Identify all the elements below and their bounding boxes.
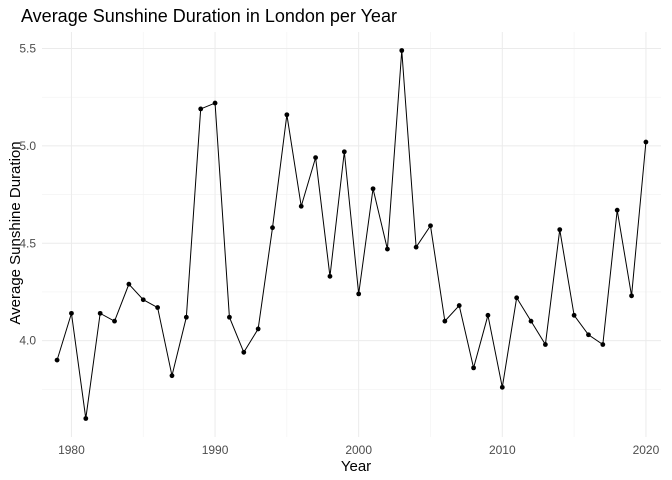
data-point bbox=[241, 349, 247, 355]
data-point bbox=[183, 314, 189, 320]
data-point bbox=[212, 100, 218, 106]
x-tick-label: 1990 bbox=[202, 443, 229, 457]
data-point bbox=[155, 305, 161, 310]
data-point bbox=[97, 310, 103, 316]
data-point bbox=[298, 203, 304, 209]
data-point bbox=[643, 139, 649, 145]
x-tick-label: 2020 bbox=[633, 443, 660, 457]
x-tick-label: 2010 bbox=[489, 443, 516, 457]
x-axis-ticks: 1980 1990 2000 2010 2020 bbox=[58, 443, 659, 457]
x-tick-label: 2000 bbox=[345, 443, 372, 457]
data-point bbox=[313, 155, 318, 160]
data-point bbox=[528, 318, 534, 324]
data-point bbox=[399, 48, 405, 53]
data-point bbox=[600, 342, 606, 347]
data-point bbox=[112, 318, 117, 324]
data-point bbox=[413, 244, 419, 250]
x-axis-title: Year bbox=[341, 458, 371, 475]
y-tick-label: 4.5 bbox=[19, 236, 36, 250]
y-tick-label: 5.5 bbox=[19, 42, 36, 56]
data-point bbox=[485, 312, 491, 318]
data-point bbox=[126, 281, 132, 287]
data-point bbox=[284, 112, 290, 118]
y-axis-title: Average Sunshine Duration bbox=[7, 141, 24, 324]
data-points bbox=[54, 48, 649, 421]
data-point bbox=[614, 207, 620, 213]
data-point bbox=[140, 297, 146, 303]
data-point bbox=[542, 342, 548, 347]
x-tick-label: 1980 bbox=[58, 443, 85, 457]
data-point bbox=[169, 373, 175, 379]
data-point bbox=[442, 318, 448, 324]
data-point bbox=[83, 416, 89, 421]
data-point bbox=[456, 303, 462, 308]
data-point bbox=[385, 246, 390, 252]
y-tick-label: 5.0 bbox=[19, 139, 36, 153]
data-point bbox=[327, 273, 333, 279]
data-point bbox=[629, 293, 634, 299]
chart-title: Average Sunshine Duration in London per … bbox=[21, 6, 397, 26]
y-tick-label: 4.0 bbox=[19, 334, 36, 348]
data-point bbox=[356, 291, 362, 297]
data-point bbox=[69, 310, 74, 316]
data-point bbox=[370, 186, 376, 192]
data-point bbox=[227, 314, 232, 320]
y-axis-ticks: 4.0 4.5 5.0 5.5 bbox=[19, 42, 36, 348]
series-line bbox=[56, 50, 647, 419]
data-point bbox=[586, 332, 591, 338]
data-point bbox=[198, 106, 204, 112]
data-point bbox=[54, 357, 60, 363]
data-point bbox=[514, 295, 520, 301]
data-point bbox=[571, 312, 577, 318]
data-point bbox=[341, 149, 347, 155]
data-point bbox=[557, 227, 563, 233]
data-point bbox=[270, 225, 275, 231]
data-point bbox=[255, 326, 261, 332]
data-point bbox=[471, 365, 476, 371]
grid bbox=[42, 32, 661, 437]
data-point bbox=[428, 223, 433, 229]
data-point bbox=[499, 384, 505, 390]
